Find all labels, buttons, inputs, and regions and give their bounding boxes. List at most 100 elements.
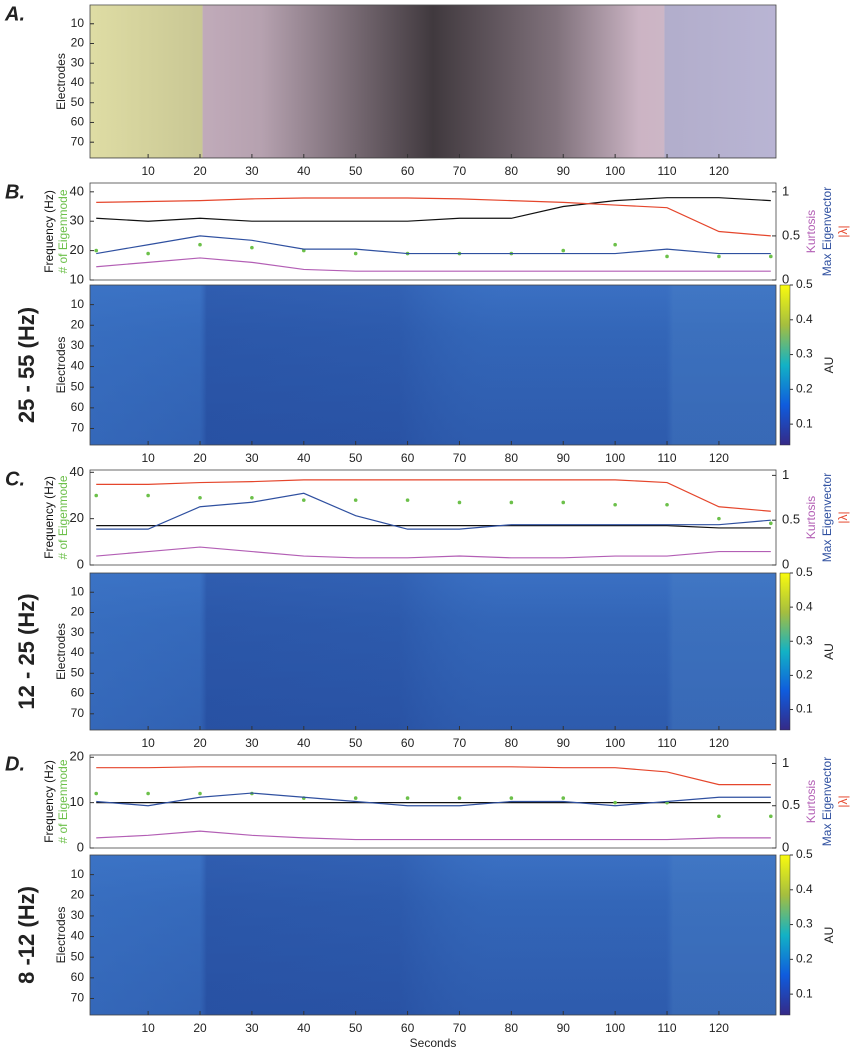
- eigenmode-dot: [198, 242, 202, 247]
- series-label: Max Eigenvector: [820, 473, 834, 562]
- y-tick-label: 40: [71, 359, 85, 373]
- x-tick-label: 80: [505, 1021, 519, 1035]
- y-tick-label: 20: [71, 887, 85, 901]
- x-tick-label: 20: [193, 451, 207, 465]
- trace: [96, 792, 771, 807]
- colorbar-label: AU: [822, 643, 836, 660]
- x-tick-label: 90: [557, 451, 571, 465]
- y-tick-label: 10: [71, 867, 85, 881]
- x-tick-label: 110: [657, 1021, 676, 1035]
- eigenmode-dot: [198, 496, 202, 500]
- panel-label: A.: [4, 3, 25, 25]
- band-label: 25 - 55 (Hz): [14, 307, 39, 423]
- y2-tick-label: 0.5: [782, 797, 800, 812]
- colorbar-tick-label: 0.3: [796, 633, 813, 647]
- y2-tick-label: 1: [782, 467, 789, 482]
- x-tick-label: 30: [245, 1021, 259, 1035]
- y-tick-label: 40: [70, 464, 84, 479]
- y-tick-label: 70: [71, 134, 85, 148]
- colorbar-tick-label: 0.2: [796, 382, 813, 396]
- colorbar-label: AU: [822, 357, 836, 374]
- x-tick-label: 100: [605, 736, 625, 750]
- x-tick-label: 10: [141, 736, 155, 750]
- x-tick-label: 80: [505, 164, 519, 178]
- x-tick-label: 70: [453, 1021, 467, 1035]
- y-tick-label: 10: [71, 297, 85, 311]
- trace: [96, 235, 771, 255]
- y-tick-label: 60: [71, 970, 85, 984]
- trace: [96, 479, 771, 512]
- y2-tick-label: 0.5: [782, 512, 800, 527]
- x-tick-label: 90: [557, 164, 571, 178]
- heatmap-shade: [90, 573, 776, 730]
- x-tick-label: 50: [349, 1021, 363, 1035]
- eigenmode-dot: [146, 251, 150, 256]
- x-tick-label: 10: [141, 1021, 155, 1035]
- y2-tick-label: 1: [782, 183, 789, 198]
- y-tick-label: 20: [70, 510, 84, 525]
- y-tick-label: 30: [71, 908, 85, 922]
- y2-tick-label: 1: [782, 755, 789, 770]
- y2-tick-label: 0: [782, 556, 789, 571]
- y-tick-label: 30: [70, 213, 84, 228]
- y-tick-label: 50: [71, 379, 85, 393]
- y-axis-label: Electrodes: [54, 337, 68, 394]
- plot-frame: [89, 182, 777, 281]
- eigenmode-dot: [717, 516, 721, 521]
- colorbar: [779, 572, 791, 731]
- x-tick-label: 50: [349, 736, 363, 750]
- eigenmode-dot: [198, 791, 202, 796]
- y-tick-label: 50: [71, 95, 85, 109]
- eigenmode-dot: [250, 245, 254, 250]
- x-tick-label: 120: [709, 736, 729, 750]
- panel-label: B.: [5, 181, 25, 203]
- y-axis-label: Electrodes: [54, 907, 68, 964]
- plot-frame: [89, 854, 777, 1016]
- y-tick-label: 20: [70, 749, 84, 764]
- eigenmode-dot: [613, 800, 617, 805]
- colorbar-tick-label: 0.5: [796, 277, 813, 291]
- y-tick-label: 30: [71, 625, 85, 639]
- x-tick-label: 70: [453, 451, 467, 465]
- series-label: Kurtosis: [804, 780, 818, 823]
- eigenmode-dot: [561, 248, 566, 253]
- trace: [96, 766, 771, 786]
- colorbar-tick-label: 0.3: [796, 347, 813, 361]
- panel-label: C.: [5, 468, 25, 490]
- eigenmode-dot: [665, 254, 669, 259]
- y-tick-label: 60: [71, 400, 85, 414]
- eigenmode-dot: [353, 251, 358, 256]
- x-tick-label: 70: [453, 736, 467, 750]
- x-tick-label: 120: [709, 1021, 729, 1035]
- x-tick-label: 20: [193, 736, 207, 750]
- x-tick-label: 70: [453, 164, 467, 178]
- x-tick-label: 10: [141, 164, 155, 178]
- eigenmode-dot: [301, 498, 306, 502]
- colorbar: [779, 854, 791, 1016]
- colorbar-tick-label: 0.1: [796, 416, 813, 430]
- eigenmode-dot: [717, 254, 721, 259]
- x-tick-label: 20: [193, 164, 207, 178]
- y-tick-label: 70: [71, 706, 85, 720]
- x-tick-label: 50: [349, 164, 363, 178]
- x-tick-label: 90: [557, 736, 571, 750]
- x-tick-label: 110: [657, 451, 676, 465]
- band-label: 12 - 25 (Hz): [14, 593, 39, 709]
- plot-frame: [89, 572, 777, 731]
- y2-tick-label: 0.5: [782, 227, 800, 242]
- colorbar-tick-label: 0.4: [796, 882, 813, 896]
- x-tick-label: 60: [401, 1021, 415, 1035]
- y-tick-label: 20: [71, 36, 85, 50]
- x-tick-label: 20: [193, 1021, 207, 1035]
- series-label: # of Eigenmode: [56, 759, 70, 843]
- colorbar-tick-label: 0.1: [796, 986, 813, 1000]
- series-label: # of Eigenmode: [56, 189, 70, 273]
- trace: [96, 257, 771, 272]
- y-tick-label: 10: [70, 271, 84, 286]
- x-tick-label: 30: [245, 451, 259, 465]
- eigenmode-dot: [769, 814, 773, 819]
- colorbar-tick-label: 0.2: [796, 668, 813, 682]
- colorbar: [779, 284, 791, 446]
- colorbar-tick-label: 0.5: [796, 847, 813, 861]
